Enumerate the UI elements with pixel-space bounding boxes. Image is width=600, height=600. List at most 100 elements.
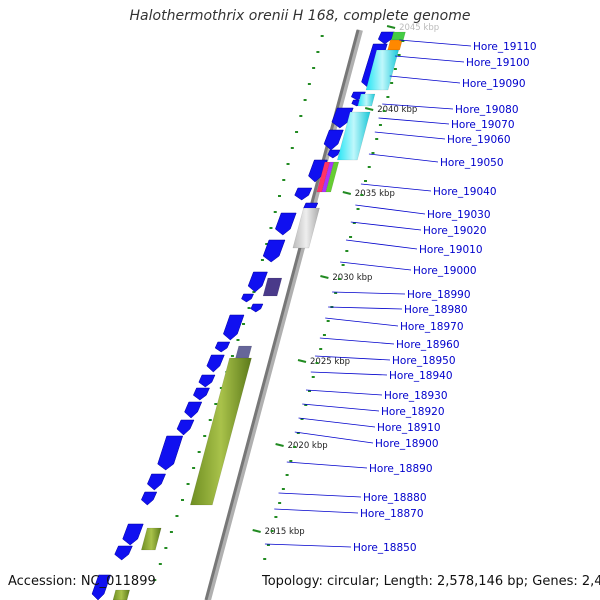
backbone-shadow bbox=[205, 29, 363, 600]
label-leader bbox=[399, 39, 472, 47]
feature-block[interactable] bbox=[391, 31, 406, 41]
skew-dash bbox=[230, 355, 234, 357]
gene-arrow[interactable] bbox=[262, 239, 286, 263]
skew-dash bbox=[197, 451, 201, 453]
minor-tick bbox=[281, 488, 285, 490]
skew-dash bbox=[299, 115, 303, 117]
gene-arrow[interactable] bbox=[198, 374, 216, 388]
gene-arrow[interactable] bbox=[377, 31, 395, 45]
gene-label[interactable]: Hore_19010 bbox=[419, 244, 483, 256]
kbp-tick bbox=[297, 359, 307, 363]
gene-arrow[interactable] bbox=[176, 419, 195, 436]
gene-arrow[interactable] bbox=[91, 574, 112, 600]
feature-block[interactable] bbox=[357, 93, 376, 107]
gene-label[interactable]: Hore_18970 bbox=[400, 321, 464, 333]
gene-label[interactable]: Hore_18880 bbox=[363, 492, 427, 504]
label-leader bbox=[264, 543, 352, 548]
gene-label[interactable]: Hore_18930 bbox=[384, 390, 448, 402]
gene-label[interactable]: Hore_19040 bbox=[433, 186, 497, 198]
gene-arrow[interactable] bbox=[323, 129, 344, 151]
gene-label[interactable]: Hore_18940 bbox=[389, 370, 453, 382]
gene-arrow[interactable] bbox=[294, 187, 313, 201]
gene-label[interactable]: Hore_19030 bbox=[427, 209, 491, 221]
minor-tick bbox=[349, 236, 353, 238]
gene-label[interactable]: Hore_18870 bbox=[360, 508, 424, 520]
gene-arrow[interactable] bbox=[250, 303, 264, 313]
gene-arrow[interactable] bbox=[308, 159, 328, 183]
gene-label[interactable]: Hore_19020 bbox=[423, 225, 487, 237]
skew-dash bbox=[252, 291, 256, 293]
skew-dash bbox=[203, 435, 207, 437]
feature-block[interactable] bbox=[112, 589, 130, 600]
gene-label[interactable]: Hore_18920 bbox=[381, 406, 445, 418]
gene-arrow[interactable] bbox=[223, 314, 245, 341]
minor-tick bbox=[293, 446, 297, 448]
gene-arrow[interactable] bbox=[206, 354, 225, 373]
feature-block[interactable] bbox=[387, 39, 403, 51]
gene-arrow[interactable] bbox=[327, 149, 341, 159]
minor-tick bbox=[266, 544, 270, 546]
skew-dash bbox=[316, 51, 320, 53]
skew-dash bbox=[164, 547, 168, 549]
gene-label[interactable]: Hore_18910 bbox=[377, 422, 441, 434]
skew-dash bbox=[208, 419, 212, 421]
gene-label[interactable]: Hore_19100 bbox=[466, 57, 530, 69]
gene-arrow[interactable] bbox=[241, 293, 254, 303]
gene-arrow[interactable] bbox=[157, 435, 184, 471]
gene-arrow[interactable] bbox=[214, 341, 231, 353]
gene-label[interactable]: Hore_18850 bbox=[353, 542, 417, 554]
accession-text: Accession: NC_011899 bbox=[8, 574, 156, 589]
skew-dash bbox=[214, 403, 218, 405]
gene-label[interactable]: Hore_19070 bbox=[451, 119, 515, 131]
gene-label[interactable]: Hore_19090 bbox=[462, 78, 526, 90]
gene-label[interactable]: Hore_18990 bbox=[407, 289, 471, 301]
gene-label[interactable]: Hore_18890 bbox=[369, 463, 433, 475]
minor-tick bbox=[367, 166, 371, 168]
genome-summary: Topology: circular; Length: 2,578,146 bp… bbox=[262, 574, 600, 589]
gene-label[interactable]: Hore_18900 bbox=[375, 438, 439, 450]
label-leader bbox=[360, 183, 432, 192]
skew-dash bbox=[278, 195, 281, 197]
label-leader bbox=[298, 417, 376, 428]
gene-arrow[interactable] bbox=[193, 387, 210, 401]
minor-tick bbox=[300, 418, 304, 420]
minor-tick bbox=[390, 82, 394, 84]
gene-arrow[interactable] bbox=[331, 107, 354, 129]
minor-tick bbox=[289, 460, 293, 462]
gene-arrow[interactable] bbox=[114, 545, 133, 561]
label-leader bbox=[278, 492, 362, 498]
feature-block[interactable] bbox=[337, 111, 371, 161]
minor-tick bbox=[341, 264, 345, 266]
gene-label[interactable]: Hore_19000 bbox=[413, 265, 477, 277]
minor-tick bbox=[334, 292, 338, 294]
gene-arrow[interactable] bbox=[184, 401, 203, 419]
feature-block[interactable] bbox=[292, 207, 320, 249]
skew-dash bbox=[186, 483, 190, 485]
minor-tick bbox=[375, 138, 379, 140]
minor-tick bbox=[315, 362, 319, 364]
gene-label[interactable]: Hore_18950 bbox=[392, 355, 456, 367]
gene-arrow[interactable] bbox=[275, 212, 297, 236]
skew-dash bbox=[158, 563, 162, 565]
gene-arrow[interactable] bbox=[147, 473, 166, 491]
gene-label[interactable]: Hore_18960 bbox=[396, 339, 460, 351]
minor-tick bbox=[364, 180, 367, 182]
feature-block[interactable] bbox=[325, 161, 340, 193]
gene-arrow[interactable] bbox=[247, 271, 268, 293]
gene-label[interactable]: Hore_19050 bbox=[440, 157, 504, 169]
minor-tick bbox=[352, 222, 356, 224]
gene-arrow[interactable] bbox=[141, 491, 158, 506]
feature-block[interactable] bbox=[365, 49, 399, 91]
skew-dash bbox=[286, 163, 290, 165]
gene-label[interactable]: Hore_19060 bbox=[447, 134, 511, 146]
feature-block[interactable] bbox=[141, 527, 162, 551]
kbp-label: 2040 kbp bbox=[377, 105, 417, 115]
feature-block[interactable] bbox=[190, 357, 252, 506]
feature-block[interactable] bbox=[262, 277, 283, 297]
gene-label[interactable]: Hore_18980 bbox=[404, 304, 468, 316]
skew-dash bbox=[153, 579, 157, 581]
gene-label[interactable]: Hore_19110 bbox=[473, 41, 537, 53]
gene-label[interactable]: Hore_19080 bbox=[455, 104, 519, 116]
gene-arrow[interactable] bbox=[122, 523, 144, 546]
minor-tick bbox=[274, 516, 278, 518]
